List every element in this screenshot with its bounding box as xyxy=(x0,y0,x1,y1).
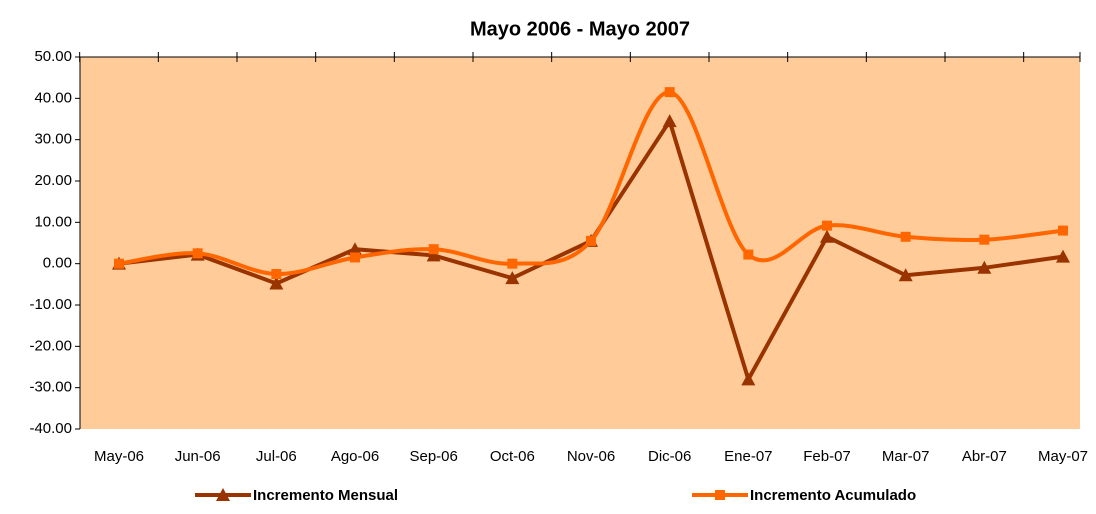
y-tick-label: 50.00 xyxy=(34,48,72,65)
marker xyxy=(586,235,596,246)
marker xyxy=(114,258,124,269)
x-tick-label: May-06 xyxy=(94,448,144,465)
y-tick-label: -40.00 xyxy=(29,420,72,437)
marker xyxy=(505,271,520,285)
y-tick-label: -30.00 xyxy=(29,379,72,396)
y-tick-label: 0.00 xyxy=(43,255,72,272)
legend-label: Incremento Mensual xyxy=(253,487,398,504)
marker xyxy=(1058,225,1068,236)
x-tick-label: Dic-06 xyxy=(648,448,691,465)
x-tick-label: Ago-06 xyxy=(331,448,379,465)
marker xyxy=(192,248,203,259)
y-tick-label: 30.00 xyxy=(34,131,72,148)
marker xyxy=(662,114,677,128)
marker xyxy=(979,234,990,245)
plot-area xyxy=(80,57,1080,429)
y-tick-label: 10.00 xyxy=(34,213,72,230)
y-tick-label: -20.00 xyxy=(29,337,72,354)
marker xyxy=(507,258,518,269)
x-tick-label: Feb-07 xyxy=(803,448,851,465)
series-line xyxy=(118,90,1064,277)
x-tick-label: May-07 xyxy=(1038,448,1088,465)
marker xyxy=(822,220,832,231)
marker xyxy=(216,488,230,501)
x-tick-label: Mar-07 xyxy=(882,448,930,465)
y-tick-label: -10.00 xyxy=(29,296,72,313)
marker xyxy=(741,372,756,386)
marker xyxy=(743,249,754,260)
y-tick-label: 20.00 xyxy=(34,172,72,189)
marker xyxy=(348,242,362,256)
marker xyxy=(428,244,439,255)
x-tick-label: Nov-06 xyxy=(567,448,615,465)
marker xyxy=(664,87,675,98)
marker xyxy=(1056,249,1070,263)
x-tick-label: Jun-06 xyxy=(175,448,221,465)
x-tick-label: Ene-07 xyxy=(724,448,772,465)
marker xyxy=(269,276,284,290)
legend-label: Incremento Acumulado xyxy=(750,487,916,504)
x-tick-label: Sep-06 xyxy=(409,448,457,465)
marker xyxy=(898,268,913,282)
marker xyxy=(426,248,441,262)
marker xyxy=(350,252,360,263)
marker xyxy=(271,269,282,279)
x-tick-label: Abr-07 xyxy=(962,448,1007,465)
marker xyxy=(900,231,911,242)
x-tick-label: Jul-06 xyxy=(256,448,297,465)
marker xyxy=(715,490,725,500)
chart-title: Mayo 2006 - Mayo 2007 xyxy=(470,18,690,40)
x-tick-label: Oct-06 xyxy=(490,448,535,465)
y-tick-label: 40.00 xyxy=(34,89,72,106)
marker xyxy=(977,260,992,274)
marker xyxy=(820,229,834,243)
